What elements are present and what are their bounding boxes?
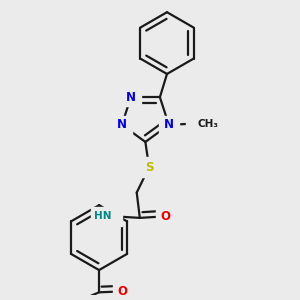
Text: N: N xyxy=(117,118,127,131)
Text: O: O xyxy=(117,285,127,298)
Bar xyxy=(112,116,132,134)
Bar xyxy=(91,207,122,226)
Text: S: S xyxy=(145,161,153,174)
Text: HN: HN xyxy=(94,211,111,221)
Bar xyxy=(159,116,179,134)
Text: N: N xyxy=(164,118,174,131)
Text: O: O xyxy=(160,210,170,223)
Text: N: N xyxy=(126,91,136,104)
Bar xyxy=(187,114,218,133)
Bar xyxy=(113,282,131,300)
Bar xyxy=(121,88,141,106)
Bar xyxy=(139,157,159,177)
Bar xyxy=(156,207,174,225)
Text: CH₃: CH₃ xyxy=(197,118,218,129)
